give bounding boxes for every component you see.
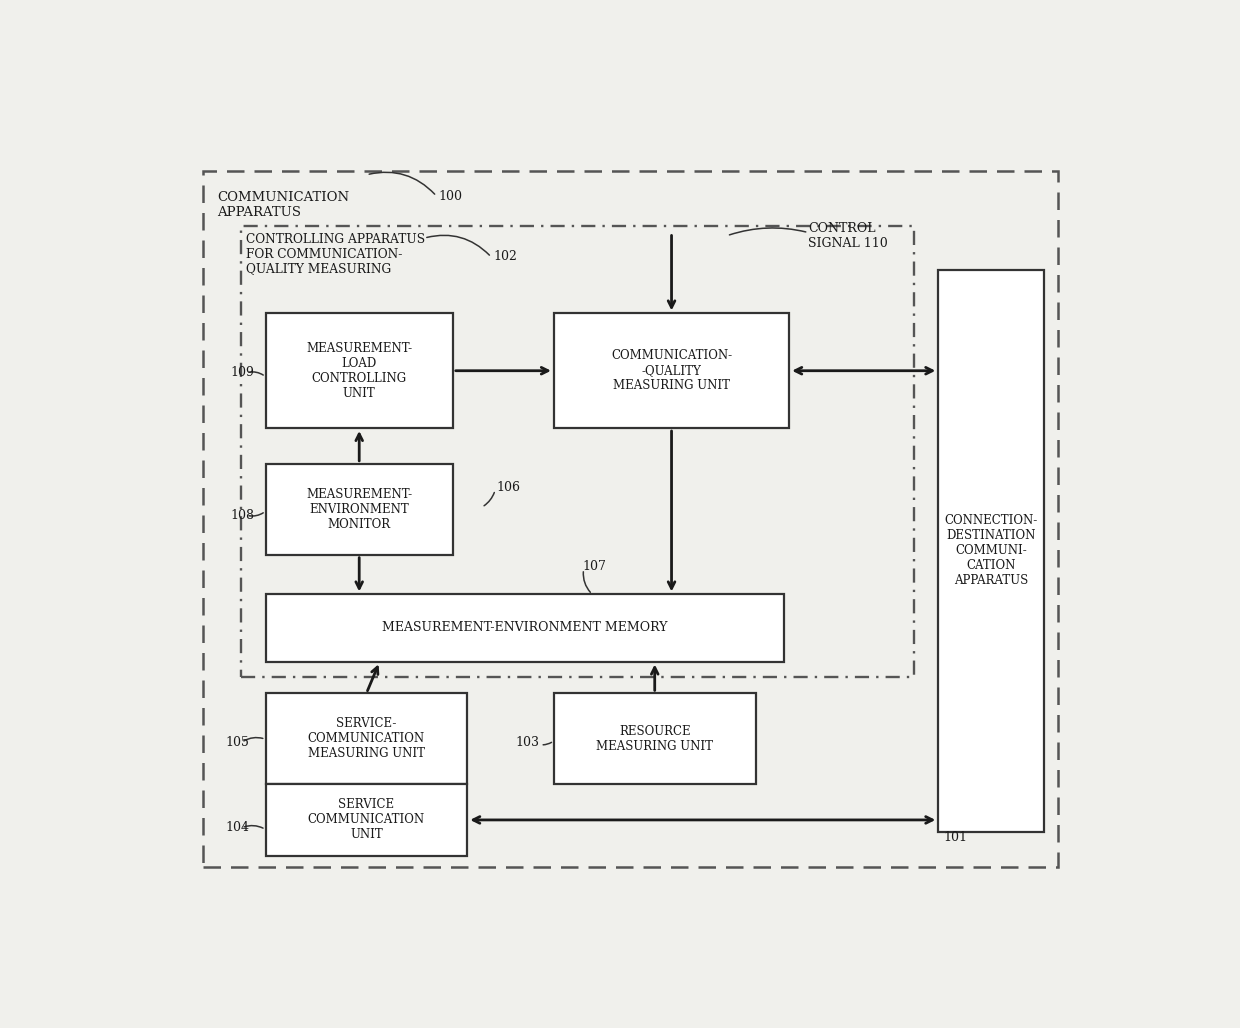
- Text: SERVICE-
COMMUNICATION
MEASURING UNIT: SERVICE- COMMUNICATION MEASURING UNIT: [308, 718, 425, 761]
- Bar: [265, 784, 467, 855]
- Text: COMMUNICATION
APPARATUS: COMMUNICATION APPARATUS: [217, 190, 350, 219]
- Text: 101: 101: [942, 831, 967, 844]
- Text: MEASUREMENT-
LOAD
CONTROLLING
UNIT: MEASUREMENT- LOAD CONTROLLING UNIT: [306, 341, 412, 400]
- Bar: [203, 171, 1058, 868]
- Text: RESOURCE
MEASURING UNIT: RESOURCE MEASURING UNIT: [596, 725, 713, 752]
- Text: 106: 106: [496, 481, 520, 494]
- Bar: [265, 314, 453, 428]
- Text: COMMUNICATION-
-QUALITY
MEASURING UNIT: COMMUNICATION- -QUALITY MEASURING UNIT: [611, 350, 732, 393]
- Bar: [265, 464, 453, 555]
- Text: 107: 107: [583, 560, 606, 574]
- Bar: [265, 594, 785, 662]
- Bar: [554, 693, 755, 784]
- Text: 103: 103: [516, 736, 539, 748]
- Text: CONTROL
SIGNAL 110: CONTROL SIGNAL 110: [808, 222, 888, 250]
- Bar: [265, 693, 467, 784]
- Text: CONNECTION-
DESTINATION
COMMUNI-
CATION
APPARATUS: CONNECTION- DESTINATION COMMUNI- CATION …: [945, 514, 1038, 587]
- Text: MEASUREMENT-
ENVIRONMENT
MONITOR: MEASUREMENT- ENVIRONMENT MONITOR: [306, 487, 412, 530]
- Text: CONTROLLING APPARATUS
FOR COMMUNICATION-
QUALITY MEASURING: CONTROLLING APPARATUS FOR COMMUNICATION-…: [247, 232, 425, 276]
- Text: 100: 100: [439, 190, 463, 203]
- Bar: [939, 269, 1044, 832]
- Text: 102: 102: [494, 250, 517, 263]
- Text: MEASUREMENT-ENVIRONMENT MEMORY: MEASUREMENT-ENVIRONMENT MEMORY: [382, 622, 667, 634]
- Text: 109: 109: [229, 366, 254, 379]
- Bar: [554, 314, 789, 428]
- Bar: [242, 226, 914, 677]
- Text: 104: 104: [226, 821, 249, 835]
- Text: 108: 108: [229, 509, 254, 521]
- Text: SERVICE
COMMUNICATION
UNIT: SERVICE COMMUNICATION UNIT: [308, 799, 425, 842]
- Text: 105: 105: [226, 736, 249, 748]
